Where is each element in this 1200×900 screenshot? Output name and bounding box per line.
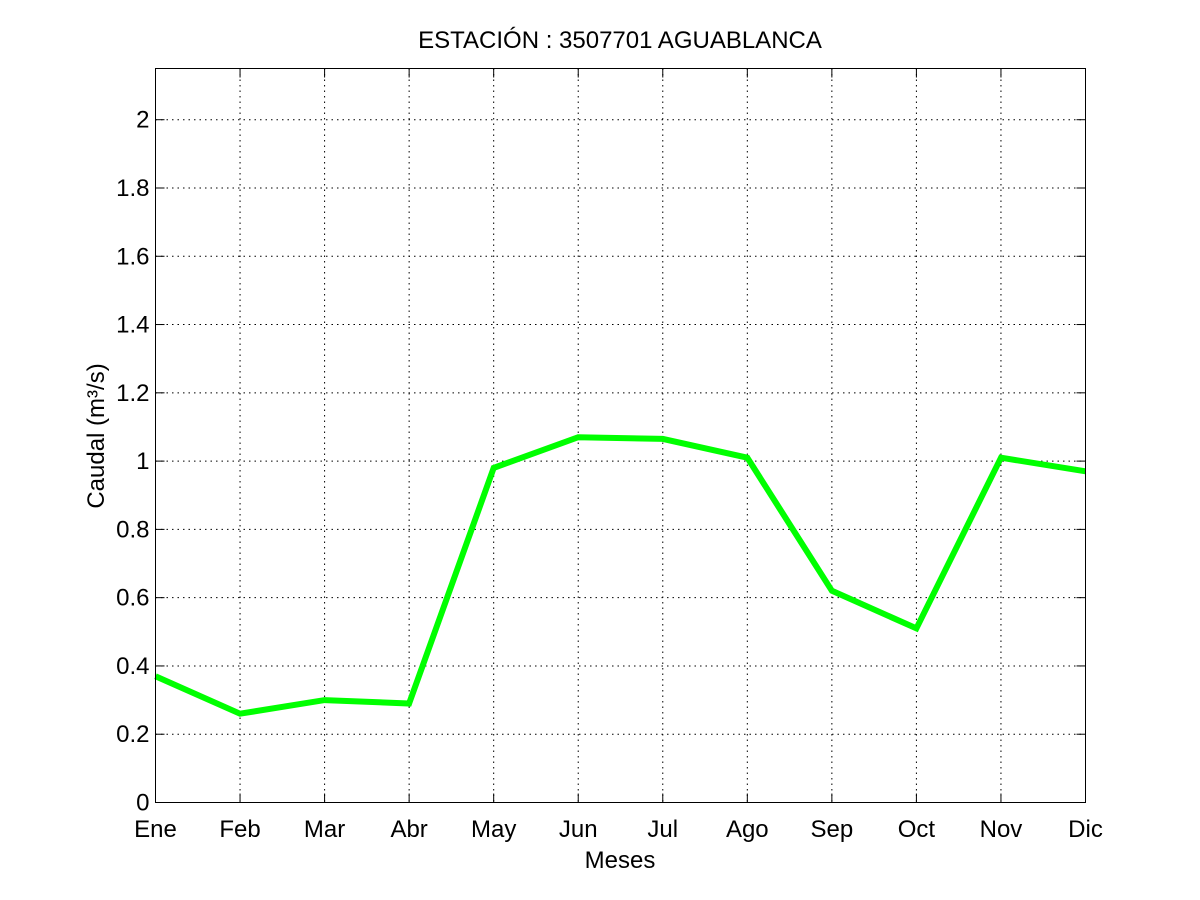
y-tick-label: 1.2	[116, 380, 149, 407]
x-tick-label: May	[471, 816, 516, 843]
y-tick-label: 0.8	[116, 516, 149, 543]
grid	[155, 68, 1086, 803]
x-axis-label: Meses	[585, 847, 656, 874]
x-tick-label: Sep	[811, 816, 854, 843]
y-tick-label: 1.4	[116, 312, 149, 339]
x-tick-label: Jun	[559, 816, 598, 843]
x-tick-label: Nov	[980, 816, 1023, 843]
y-tick-label: 0	[136, 790, 149, 817]
x-tick-label: Oct	[898, 816, 936, 843]
y-tick-label: 1.8	[116, 175, 149, 202]
series-layer	[154, 434, 1086, 717]
y-tick-label: 0.4	[116, 653, 149, 680]
y-tick-labels: 0 0.2 0.4 0.6 0.8 1 1.2 1.4 1.6 1.8 2	[116, 107, 149, 817]
series-line	[154, 434, 1086, 717]
x-tick-label: Jul	[647, 816, 678, 843]
x-tick-label: Abr	[390, 816, 427, 843]
plot-frame	[155, 68, 1086, 803]
y-tick-label: 0.2	[116, 721, 149, 748]
chart-title: ESTACIÓN : 3507701 AGUABLANCA	[418, 27, 822, 54]
x-tick-label: Ago	[726, 816, 769, 843]
y-tick-label: 1.6	[116, 243, 149, 270]
y-tick-label: 1	[136, 448, 149, 475]
x-tick-label: Mar	[304, 816, 345, 843]
x-tick-label: Ene	[134, 816, 177, 843]
y-axis-label: Caudal (m³/s)	[83, 363, 110, 508]
x-tick-label: Feb	[219, 816, 260, 843]
x-tick-label: Dic	[1068, 816, 1103, 843]
x-tick-labels: Ene Feb Mar Abr May Jun Jul Ago Sep Oct Nov Dic	[134, 816, 1103, 843]
y-tick-label: 2	[136, 107, 149, 134]
y-tick-label: 0.6	[116, 585, 149, 612]
